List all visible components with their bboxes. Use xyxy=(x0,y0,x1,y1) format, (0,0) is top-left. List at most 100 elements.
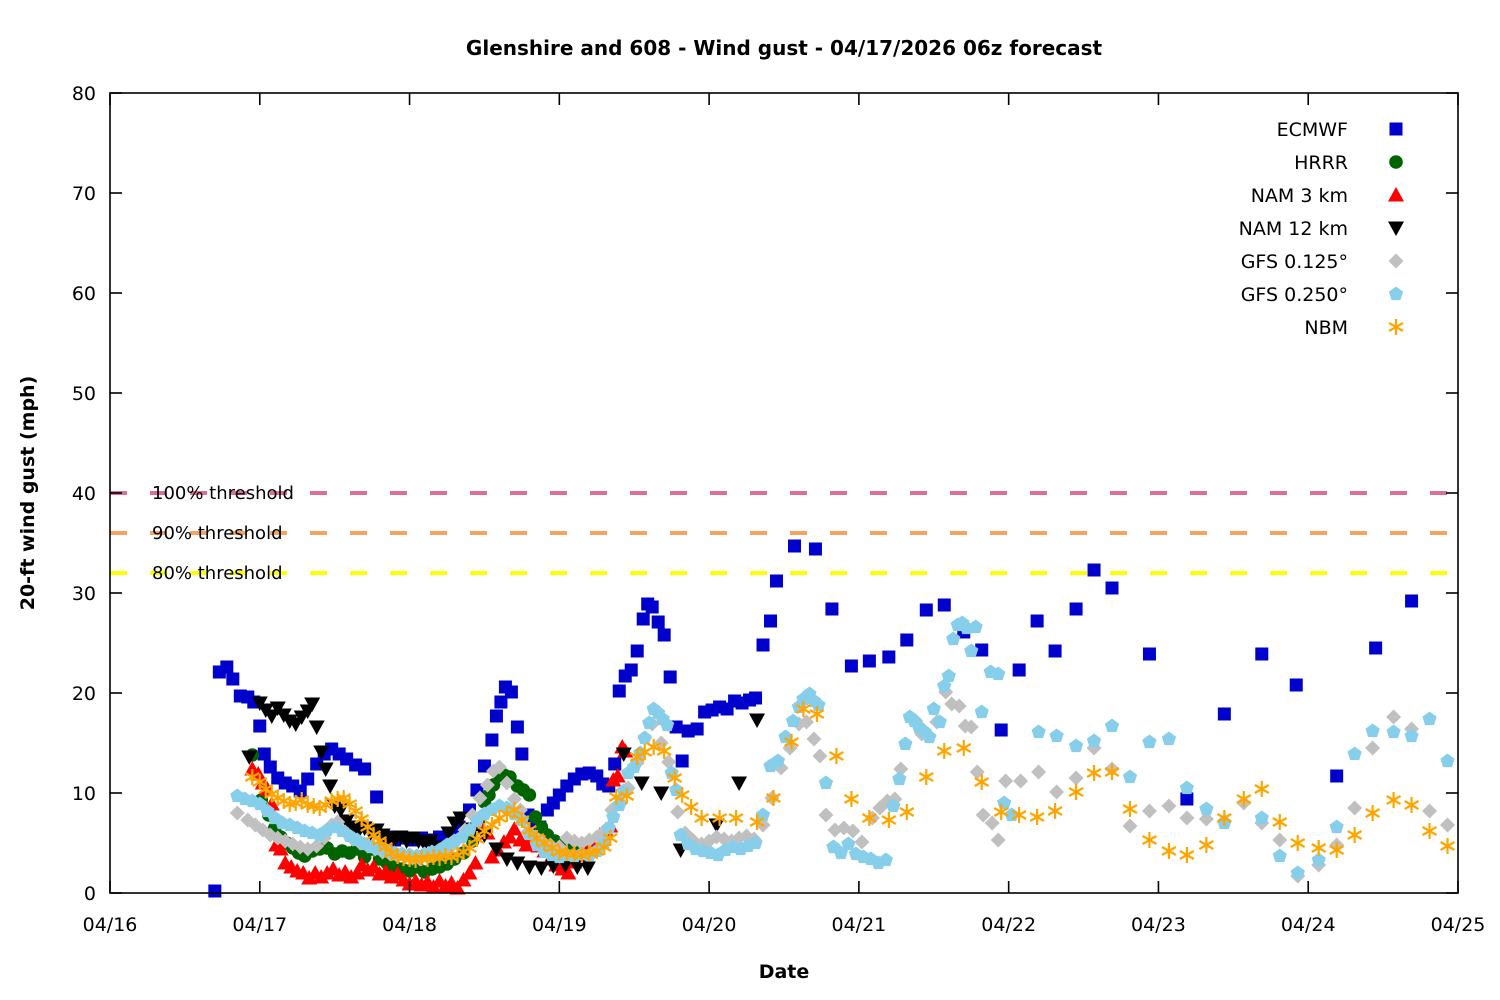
data-point xyxy=(515,747,529,761)
data-point xyxy=(808,542,822,556)
data-point xyxy=(636,612,650,626)
legend-item-nam-3-km: NAM 3 km xyxy=(1251,185,1404,207)
data-point xyxy=(514,815,530,825)
data-point xyxy=(257,747,271,761)
x-tick-label: 04/17 xyxy=(232,914,287,936)
data-point xyxy=(472,790,488,806)
data-point xyxy=(619,791,635,801)
data-point xyxy=(922,729,937,744)
legend-label: GFS 0.250° xyxy=(1241,284,1348,306)
data-point xyxy=(258,784,274,794)
data-point xyxy=(881,815,897,825)
data-point xyxy=(308,720,325,735)
data-point xyxy=(304,697,321,712)
data-point xyxy=(438,851,453,861)
data-point xyxy=(770,753,786,768)
data-point xyxy=(657,628,671,642)
data-point xyxy=(755,807,771,822)
data-point xyxy=(1422,826,1438,836)
data-point xyxy=(749,713,766,728)
data-point xyxy=(1422,803,1438,819)
data-point xyxy=(1388,253,1404,269)
data-point xyxy=(809,709,825,719)
data-point xyxy=(1386,709,1402,725)
data-point xyxy=(918,772,934,782)
x-tick-label: 04/20 xyxy=(682,914,737,936)
data-point xyxy=(766,793,781,803)
data-point xyxy=(1272,817,1288,827)
data-point xyxy=(310,757,324,771)
data-point xyxy=(932,714,947,729)
data-point xyxy=(615,747,632,762)
data-point xyxy=(1086,768,1102,778)
data-point xyxy=(509,856,526,871)
data-point xyxy=(536,838,552,848)
data-point xyxy=(844,659,858,673)
data-point xyxy=(366,830,382,840)
data-point xyxy=(624,663,638,677)
data-point xyxy=(484,820,500,830)
data-point xyxy=(1440,841,1455,851)
data-point xyxy=(633,776,650,791)
data-point xyxy=(467,855,484,870)
data-point xyxy=(1104,767,1120,777)
x-tick-label: 04/25 xyxy=(1431,914,1486,936)
data-point xyxy=(1087,563,1101,577)
data-point xyxy=(1404,800,1420,810)
y-tick-label: 10 xyxy=(72,783,96,805)
legend-label: NBM xyxy=(1304,317,1348,339)
data-point xyxy=(370,790,384,804)
data-point xyxy=(529,833,545,843)
data-point xyxy=(1049,784,1065,800)
data-point xyxy=(1389,155,1403,169)
data-point xyxy=(811,697,826,712)
data-point xyxy=(1068,787,1084,797)
legend-item-gfs-0-125-: GFS 0.125° xyxy=(1241,251,1404,273)
data-point xyxy=(975,807,991,823)
data-point xyxy=(390,851,406,861)
data-point xyxy=(263,709,280,724)
data-point xyxy=(998,773,1014,789)
legend-item-ecmwf: ECMWF xyxy=(1277,119,1403,141)
data-point xyxy=(642,715,657,730)
data-point xyxy=(756,638,770,652)
data-point xyxy=(1142,734,1157,749)
data-point xyxy=(220,660,234,674)
legend-label: NAM 3 km xyxy=(1251,185,1348,207)
data-point xyxy=(670,804,686,820)
data-point xyxy=(1141,803,1157,819)
data-point xyxy=(494,695,508,709)
data-point xyxy=(606,809,621,824)
data-point xyxy=(522,788,537,802)
y-tick-label: 30 xyxy=(72,583,96,605)
y-tick-label: 20 xyxy=(72,683,96,705)
data-point xyxy=(1347,830,1363,840)
x-axis-label: Date xyxy=(759,961,810,983)
legend-label: GFS 0.125° xyxy=(1241,251,1348,273)
data-point xyxy=(637,730,652,745)
data-point xyxy=(342,799,358,809)
data-point xyxy=(1198,811,1214,827)
data-point xyxy=(521,825,537,835)
data-point xyxy=(322,779,339,794)
data-point xyxy=(1047,806,1063,816)
data-point xyxy=(559,848,575,858)
data-point xyxy=(764,614,778,628)
data-point xyxy=(1329,845,1345,855)
data-point xyxy=(1161,798,1177,814)
data-point xyxy=(252,777,268,787)
data-point xyxy=(488,842,505,857)
data-point xyxy=(1329,819,1344,834)
threshold-label: 80% threshold xyxy=(152,563,283,584)
legend-label: ECMWF xyxy=(1277,119,1348,141)
data-point xyxy=(506,821,523,836)
data-point xyxy=(479,777,495,793)
data-point xyxy=(499,775,515,791)
data-point xyxy=(358,762,372,776)
data-point xyxy=(667,773,683,783)
data-point xyxy=(501,829,518,844)
data-point xyxy=(596,842,612,852)
data-point xyxy=(1161,731,1177,746)
data-point xyxy=(660,717,675,732)
